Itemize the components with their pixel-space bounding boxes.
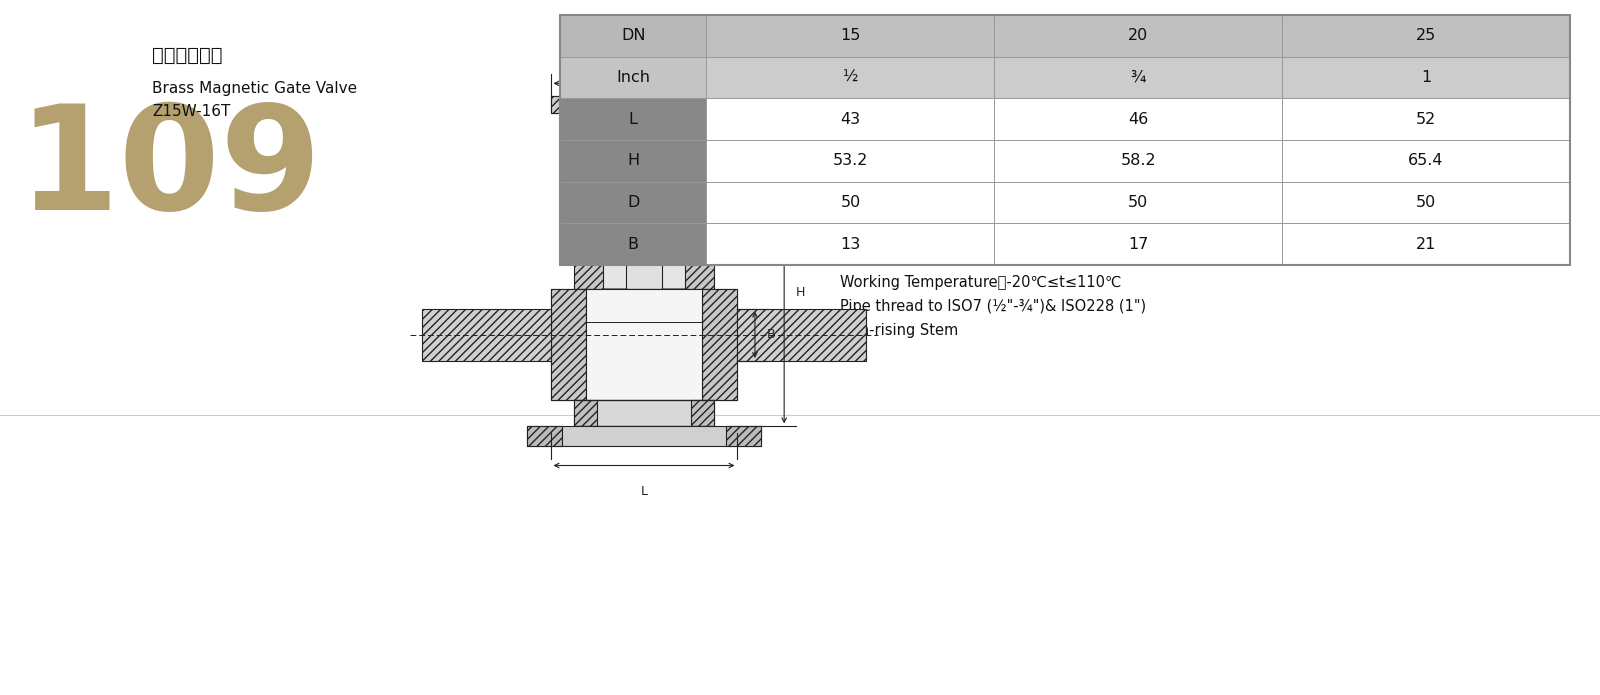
Text: 58.2: 58.2 (1120, 154, 1157, 168)
Bar (586, 158, 618, 211)
Text: Working Medium：  Water, Non-corrosive liquid: Working Medium： Water, Non-corrosive liq… (840, 250, 1181, 265)
Polygon shape (574, 211, 714, 289)
Text: 13: 13 (840, 237, 861, 252)
Text: Non-rising Stem: Non-rising Stem (840, 322, 958, 338)
Text: 50: 50 (1416, 195, 1437, 210)
Text: ¾: ¾ (1131, 70, 1146, 85)
Text: DN: DN (621, 28, 645, 43)
Bar (621, 204, 667, 211)
Bar (738, 309, 866, 361)
Bar (550, 289, 586, 400)
Text: 21: 21 (1416, 237, 1437, 252)
Bar (550, 97, 738, 113)
Bar (726, 426, 762, 446)
Text: D: D (638, 47, 650, 60)
Bar (610, 211, 678, 224)
Bar (738, 97, 854, 106)
Text: H: H (795, 286, 805, 299)
Text: 25: 25 (1416, 28, 1437, 43)
Bar (621, 110, 667, 158)
Bar (685, 211, 714, 289)
Bar (550, 97, 579, 113)
Text: 109: 109 (18, 99, 323, 240)
Text: 黄铜磁性闸阀: 黄铜磁性闸阀 (152, 45, 222, 65)
Text: Nominal Pressure：1.6 MPa: Nominal Pressure：1.6 MPa (840, 227, 1034, 241)
Text: 1: 1 (1421, 70, 1432, 85)
Bar (422, 309, 550, 361)
Text: 17: 17 (1128, 237, 1149, 252)
Bar (635, 158, 653, 224)
Text: 公称压力：1.6 MPa: 公称压力：1.6 MPa (840, 67, 946, 81)
Text: H: H (627, 154, 640, 168)
Bar (691, 400, 714, 426)
Text: ½: ½ (843, 70, 858, 85)
Bar (618, 158, 670, 211)
Text: 工作温度：–20℃≤t≤110℃: 工作温度：–20℃≤t≤110℃ (840, 119, 1006, 133)
Text: 20: 20 (1128, 28, 1149, 43)
Bar (709, 97, 738, 113)
Bar (574, 211, 603, 289)
Text: Pipe thread to ISO7 (½"-¾")& ISO228 (1"): Pipe thread to ISO7 (½"-¾")& ISO228 (1") (840, 298, 1146, 313)
Text: 技术规范: 技术规范 (840, 39, 880, 57)
Text: 15: 15 (840, 28, 861, 43)
Text: L: L (640, 485, 648, 498)
Text: 53.2: 53.2 (832, 154, 869, 168)
Text: 50: 50 (840, 195, 861, 210)
Text: 46: 46 (1128, 112, 1149, 126)
Text: 管螺纹符合ISO7 (½"-¾")及ISO228 (1"): 管螺纹符合ISO7 (½"-¾")及ISO228 (1") (840, 145, 1085, 159)
Text: 43: 43 (840, 112, 861, 126)
Text: Z15W-16T: Z15W-16T (152, 104, 230, 120)
Text: Working Temperature：-20℃≤t≤110℃: Working Temperature：-20℃≤t≤110℃ (840, 275, 1122, 290)
Bar (627, 224, 661, 289)
Bar (670, 158, 702, 211)
Text: D: D (627, 195, 640, 210)
Text: B: B (766, 328, 776, 341)
Text: B: B (627, 237, 638, 252)
Bar (528, 426, 762, 446)
Bar (702, 289, 738, 400)
Bar (574, 400, 714, 426)
Text: 50: 50 (1128, 195, 1149, 210)
Bar (574, 400, 597, 426)
Bar (586, 289, 702, 400)
Bar (550, 289, 738, 400)
Text: Inch: Inch (616, 70, 650, 85)
Text: Technical Standard: Technical Standard (840, 202, 1003, 218)
Text: 工作介质：水、非腐蚀性液体: 工作介质：水、非腐蚀性液体 (840, 92, 958, 108)
Text: 65.4: 65.4 (1408, 154, 1443, 168)
Bar (528, 426, 562, 446)
Text: 52: 52 (1416, 112, 1437, 126)
Text: L: L (629, 112, 638, 126)
Text: Brass Magnetic Gate Valve: Brass Magnetic Gate Valve (152, 81, 357, 95)
